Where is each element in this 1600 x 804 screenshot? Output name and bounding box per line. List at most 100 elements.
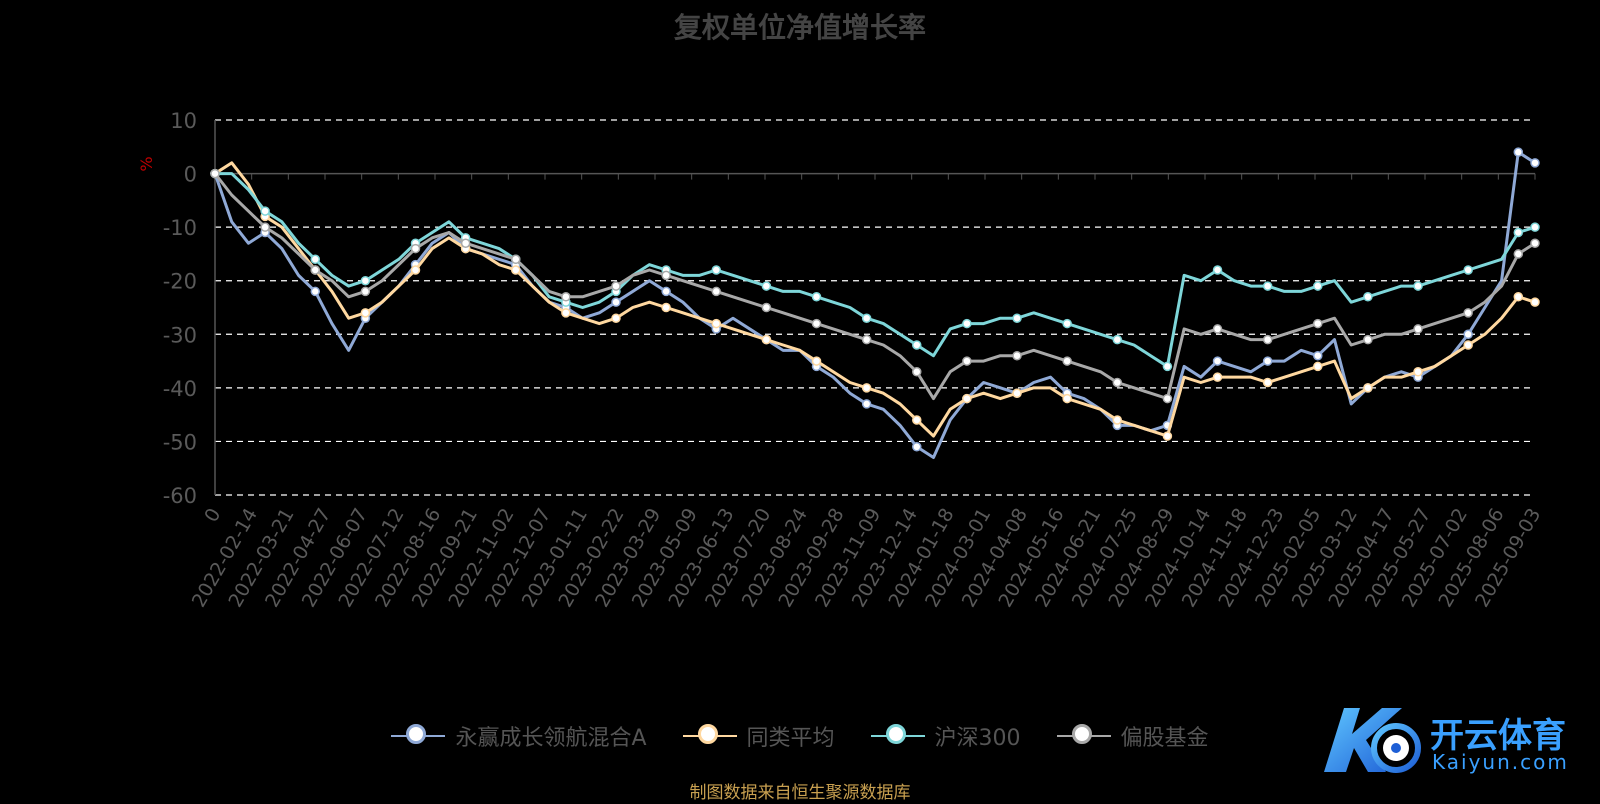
data-point bbox=[611, 313, 621, 323]
data-point bbox=[360, 308, 371, 318]
data-point bbox=[711, 265, 722, 275]
data-point bbox=[861, 313, 872, 323]
legend-label: 永赢成长领航混合A bbox=[455, 726, 647, 751]
data-point bbox=[1513, 292, 1524, 302]
legend-item-fund[interactable]: 永赢成长领航混合A bbox=[391, 720, 647, 752]
logo-text: 开云体育 bbox=[1430, 716, 1566, 756]
data-point bbox=[1012, 388, 1022, 398]
data-point bbox=[1463, 308, 1473, 318]
series-line-0 bbox=[213, 150, 1536, 459]
data-point bbox=[310, 286, 321, 297]
data-point bbox=[811, 356, 822, 366]
y-tick-label: -60 bbox=[163, 484, 197, 508]
legend-item-csi300[interactable]: 沪深300 bbox=[870, 720, 1021, 752]
legend: 永赢成长领航混合A 同类平均 沪深300 偏股基金 bbox=[0, 720, 1600, 752]
data-point bbox=[861, 383, 872, 393]
data-point bbox=[1062, 393, 1072, 404]
legend-symbol bbox=[1056, 724, 1111, 746]
data-point bbox=[360, 286, 371, 297]
data-point bbox=[1212, 356, 1223, 366]
data-point bbox=[962, 356, 972, 366]
data-point bbox=[410, 265, 421, 275]
data-point bbox=[260, 206, 270, 216]
data-point bbox=[410, 243, 421, 254]
legend-symbol bbox=[682, 724, 737, 746]
data-point bbox=[711, 318, 722, 329]
x-tick-label: 0 bbox=[200, 505, 225, 526]
y-tick-label: 10 bbox=[170, 109, 197, 133]
y-tick-label: -50 bbox=[163, 430, 197, 454]
data-point bbox=[1212, 324, 1223, 334]
data-point bbox=[360, 275, 371, 286]
data-point bbox=[511, 265, 521, 275]
data-point bbox=[661, 270, 671, 281]
data-point bbox=[1313, 281, 1323, 291]
y-tick-label: -10 bbox=[163, 216, 197, 240]
data-point bbox=[1112, 334, 1123, 345]
data-point bbox=[310, 254, 321, 265]
data-point bbox=[1413, 281, 1423, 291]
data-point bbox=[711, 286, 722, 297]
y-tick-label: -20 bbox=[163, 270, 197, 294]
data-point bbox=[861, 399, 872, 409]
data-point bbox=[1513, 147, 1524, 157]
data-point bbox=[1313, 350, 1323, 361]
data-point bbox=[210, 168, 220, 179]
data-point bbox=[1313, 361, 1323, 372]
data-point bbox=[1212, 372, 1223, 382]
y-tick-label: -40 bbox=[163, 377, 197, 401]
legend-symbol bbox=[391, 724, 446, 746]
data-point bbox=[1262, 356, 1273, 366]
data-point bbox=[1530, 222, 1540, 232]
data-point bbox=[1162, 431, 1173, 441]
data-point bbox=[861, 334, 872, 345]
data-point bbox=[561, 292, 571, 302]
data-point bbox=[1363, 292, 1373, 302]
data-point bbox=[1463, 265, 1473, 275]
data-point bbox=[460, 238, 471, 248]
data-point bbox=[1513, 227, 1524, 238]
data-point bbox=[1463, 340, 1473, 350]
data-point bbox=[811, 292, 822, 302]
data-point bbox=[1262, 377, 1273, 388]
data-point bbox=[912, 340, 922, 350]
data-point bbox=[1262, 281, 1273, 291]
legend-label: 沪深300 bbox=[934, 726, 1021, 751]
data-point bbox=[761, 334, 772, 345]
data-point bbox=[661, 286, 671, 297]
data-point bbox=[1413, 324, 1423, 334]
legend-item-peer-avg[interactable]: 同类平均 bbox=[682, 720, 835, 752]
data-point bbox=[1413, 367, 1423, 377]
y-tick-label: -30 bbox=[163, 323, 197, 347]
data-point bbox=[661, 302, 671, 313]
data-point bbox=[1313, 318, 1323, 329]
data-point bbox=[1212, 265, 1223, 275]
legend-item-equity-fund[interactable]: 偏股基金 bbox=[1056, 720, 1209, 752]
data-point bbox=[1062, 318, 1072, 329]
logo-subtext: Kaiyun.com bbox=[1432, 750, 1569, 774]
data-point bbox=[1062, 356, 1072, 366]
data-point bbox=[1112, 415, 1123, 425]
data-point bbox=[1112, 377, 1123, 388]
legend-label: 偏股基金 bbox=[1120, 726, 1209, 751]
data-point bbox=[611, 297, 621, 307]
data-point bbox=[1262, 334, 1273, 345]
source-note: 制图数据来自恒生聚源数据库 bbox=[689, 783, 911, 803]
data-point bbox=[511, 254, 521, 265]
legend-label: 同类平均 bbox=[746, 726, 835, 751]
data-point bbox=[1162, 393, 1173, 404]
data-point bbox=[1162, 361, 1173, 372]
data-point bbox=[912, 442, 922, 452]
logo: 开云体育 Kaiyun.com bbox=[1316, 700, 1596, 780]
data-point bbox=[1012, 350, 1022, 361]
y-axis-label: % bbox=[137, 156, 156, 171]
data-point bbox=[962, 393, 972, 404]
data-point bbox=[561, 308, 571, 318]
data-point bbox=[310, 265, 321, 275]
data-point bbox=[260, 222, 270, 232]
logo-mark-icon bbox=[1324, 708, 1421, 773]
data-point bbox=[761, 281, 772, 291]
data-point bbox=[1363, 334, 1373, 345]
